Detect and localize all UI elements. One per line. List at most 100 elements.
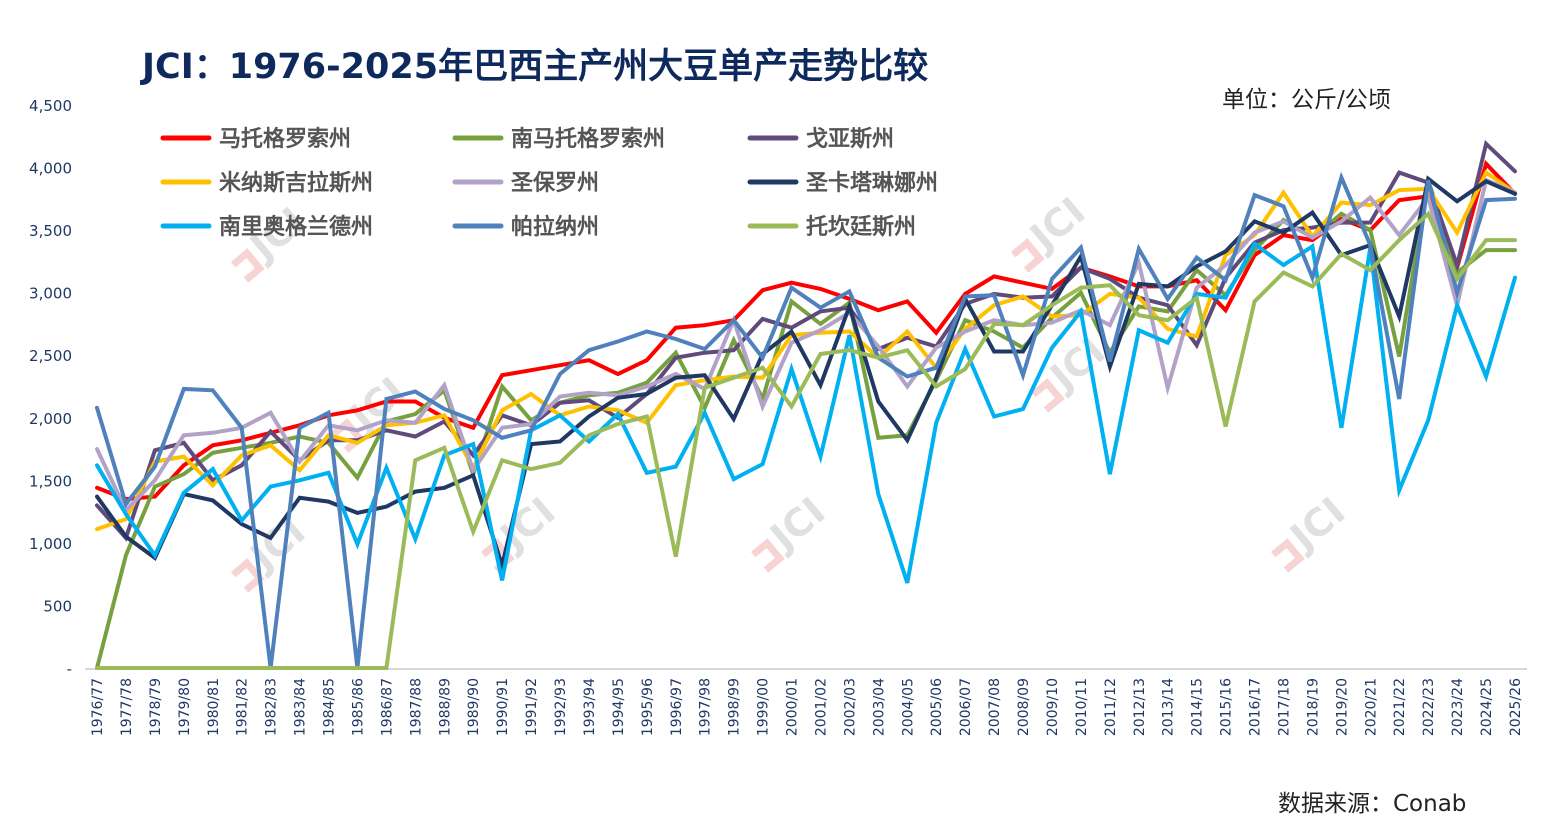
legend-label: 米纳斯吉拉斯州 — [219, 170, 373, 196]
x-tick-label: 2022/23 — [1421, 678, 1437, 736]
y-tick-label: 3,000 — [29, 285, 72, 303]
x-tick-label: 2006/07 — [958, 678, 974, 736]
y-tick-label: - — [67, 660, 72, 678]
legend-label: 圣保罗州 — [511, 171, 599, 196]
watermark-logo-icon — [1010, 238, 1045, 273]
y-tick-label: 4,000 — [29, 160, 72, 178]
watermark: JCI — [750, 489, 833, 573]
unit-label: 单位：公斤/公顷 — [1222, 87, 1391, 113]
x-tick-label: 2012/13 — [1132, 678, 1148, 736]
chart-title: JCI：1976-2025年巴西主产州大豆单产走势比较 — [142, 47, 929, 87]
watermark: JCI — [1010, 189, 1093, 273]
y-tick-label: 1,500 — [29, 472, 72, 490]
watermark-logo-icon — [750, 538, 785, 573]
x-tick-label: 2014/15 — [1190, 678, 1206, 736]
watermark-logo-icon — [1270, 538, 1305, 573]
x-tick-label: 2023/24 — [1450, 678, 1466, 736]
x-tick-label: 1998/99 — [727, 678, 743, 736]
x-tick-label: 1991/92 — [524, 678, 540, 736]
x-tick-label: 1992/93 — [553, 678, 569, 736]
x-tick-label: 2000/01 — [785, 678, 801, 736]
x-tick-label: 1990/91 — [495, 678, 511, 736]
y-tick-label: 500 — [43, 597, 72, 615]
series-lines — [95, 139, 1517, 670]
x-tick-label: 1996/97 — [669, 678, 685, 736]
legend-label: 马托格罗索州 — [219, 126, 351, 152]
x-tick-label: 2005/06 — [929, 678, 945, 736]
series-line — [95, 175, 1517, 573]
x-tick-label: 1986/87 — [379, 678, 395, 736]
watermark-logo-icon — [230, 248, 265, 283]
x-tick-label: 2002/03 — [842, 678, 858, 736]
y-tick-label: 4,500 — [29, 97, 72, 115]
x-tick-label: 1989/90 — [466, 678, 482, 736]
series-line — [95, 240, 1517, 584]
x-tick-label: 2009/10 — [1045, 678, 1061, 736]
x-tick-label: 2007/08 — [987, 678, 1003, 736]
x-tick-label: 1997/98 — [698, 678, 714, 736]
x-tick-label: 1999/00 — [756, 678, 772, 736]
x-tick-label: 1993/94 — [582, 678, 598, 736]
legend-item: 南里奥格兰德州 — [160, 214, 373, 240]
x-tick-label: 2010/11 — [1074, 678, 1090, 736]
legend-label: 帕拉纳州 — [511, 214, 599, 240]
x-tick-label: 1981/82 — [235, 678, 251, 736]
legend-label: 圣卡塔琳娜州 — [806, 170, 938, 196]
y-tick-label: 2,500 — [29, 347, 72, 365]
x-tick-label: 2008/09 — [1016, 678, 1032, 736]
y-tick-label: 1,000 — [29, 535, 72, 553]
watermark-logo-icon — [1030, 378, 1065, 413]
x-tick-label: 1988/89 — [437, 678, 453, 736]
x-tick-label: 1987/88 — [408, 678, 424, 736]
legend-item: 帕拉纳州 — [452, 214, 599, 240]
x-tick-label: 1994/95 — [611, 678, 627, 736]
source-label: 数据来源：Conab — [1278, 791, 1467, 817]
series-line — [95, 171, 1517, 669]
x-tick-label: 1985/86 — [350, 678, 366, 736]
x-tick-label: 1983/84 — [293, 678, 309, 736]
x-tick-label: 2025/26 — [1508, 678, 1524, 736]
watermark-logo-icon — [230, 558, 265, 593]
y-axis: - 500 1,000 1,500 2,000 2,500 3,000 3,500 4,000 4… — [29, 97, 72, 678]
legend-label: 戈亚斯州 — [806, 126, 894, 152]
x-tick-label: 1976/77 — [90, 678, 106, 736]
legend-label: 托坎廷斯州 — [806, 214, 916, 240]
x-tick-label: 2011/12 — [1103, 678, 1119, 736]
series-line — [95, 210, 1517, 670]
legend-label: 南马托格罗索州 — [511, 126, 665, 152]
x-tick-label: 1984/85 — [322, 678, 338, 736]
watermark: JCI — [230, 199, 313, 283]
watermark: JCI — [1270, 489, 1353, 573]
legend-item: 戈亚斯州 — [747, 126, 894, 152]
x-tick-label: 1982/83 — [264, 678, 280, 736]
x-tick-label: 1979/80 — [177, 678, 193, 736]
y-tick-label: 2,000 — [29, 410, 72, 428]
x-tick-label: 2013/14 — [1161, 678, 1177, 736]
x-tick-label: 1978/79 — [148, 678, 164, 736]
series-line — [95, 159, 1517, 502]
x-tick-label: 2024/25 — [1479, 678, 1495, 736]
legend-item: 圣保罗州 — [452, 171, 599, 196]
x-tick-label: 2016/17 — [1248, 678, 1264, 736]
legend-item: 托坎廷斯州 — [747, 214, 916, 240]
x-tick-label: 1980/81 — [206, 678, 222, 736]
x-tick-label: 1977/78 — [119, 678, 135, 736]
x-tick-label: 2018/19 — [1305, 678, 1321, 736]
series-line — [95, 169, 1517, 532]
legend-item: 南马托格罗索州 — [452, 126, 665, 152]
x-tick-label: 1995/96 — [640, 678, 656, 736]
legend-item: 圣卡塔琳娜州 — [747, 170, 938, 196]
x-tick-label: 2021/22 — [1392, 678, 1408, 736]
x-axis: 1976/77 1977/78 1978/79 1979/80 1980/81 1981/… — [85, 668, 1527, 736]
series-line — [95, 177, 1517, 514]
watermark: JCI — [1030, 329, 1113, 413]
x-tick-label: 2017/18 — [1276, 678, 1292, 736]
y-tick-label: 3,500 — [29, 222, 72, 240]
x-tick-label: 2020/21 — [1363, 678, 1379, 736]
x-tick-label: 2004/05 — [900, 678, 916, 736]
legend-item: 马托格罗索州 — [160, 126, 351, 152]
x-tick-label: 2003/04 — [871, 678, 887, 736]
